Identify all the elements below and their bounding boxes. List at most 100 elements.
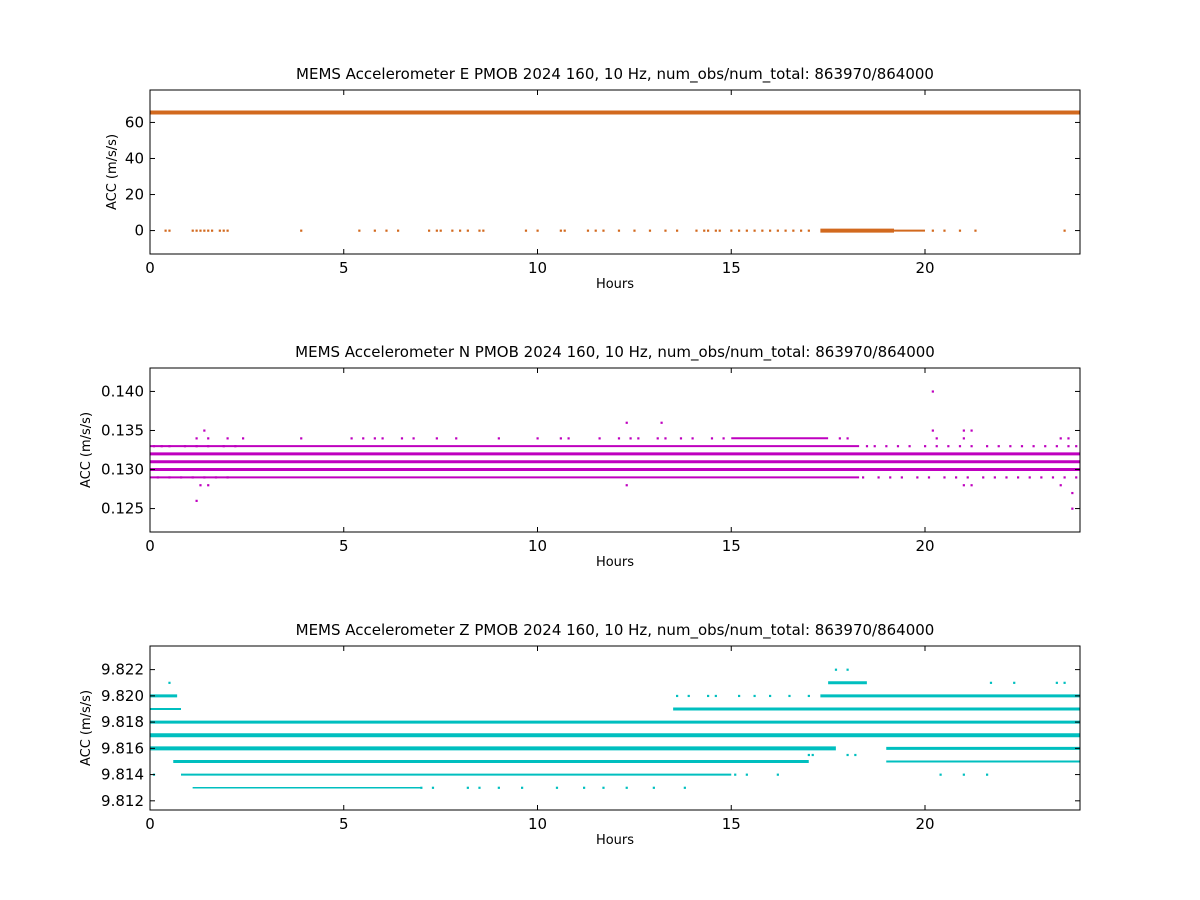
chart-title: MEMS Accelerometer N PMOB 2024 160, 10 H…: [295, 343, 935, 362]
data-point: [478, 229, 481, 232]
data-point: [439, 229, 442, 232]
x-tick-label: 15: [722, 259, 741, 277]
data-point: [877, 476, 880, 479]
data-point: [652, 786, 655, 789]
data-point: [986, 445, 989, 448]
chart-panel-2: 0 5 10 15 20 0.125 0.130 0.135 0.140 MEMS Acceler…: [79, 343, 1081, 570]
data-point: [745, 229, 748, 232]
series-2: [152, 390, 1078, 510]
x-tick-label: 5: [339, 815, 349, 833]
data-point: [536, 229, 539, 232]
data-point: [451, 229, 454, 232]
data-point: [656, 437, 659, 440]
data-point: [625, 421, 628, 424]
data-point: [1013, 681, 1016, 684]
data-point: [811, 753, 814, 757]
data-point: [242, 437, 245, 440]
data-point: [986, 773, 989, 776]
data-point: [431, 721, 435, 724]
data-point: [555, 786, 559, 789]
data-point: [1067, 437, 1070, 440]
data-point: [691, 437, 694, 440]
data-point: [958, 229, 962, 232]
x-tick-label: 15: [722, 537, 741, 555]
data-point: [807, 694, 810, 698]
data-point: [916, 476, 919, 479]
y-tick-label: 0.125: [101, 500, 144, 518]
data-point: [366, 721, 369, 724]
data-point: [846, 437, 849, 440]
data-point: [168, 681, 171, 684]
x-axis-label: Hours: [596, 555, 634, 570]
x-axis-label: Hours: [596, 833, 634, 848]
y-tick-label: 9.816: [101, 739, 144, 757]
data-point: [478, 786, 481, 789]
data-point: [962, 484, 965, 487]
x-tick-label: 15: [722, 815, 741, 833]
data-point: [947, 445, 950, 448]
data-point: [203, 429, 206, 432]
data-point: [970, 429, 973, 432]
data-point: [1044, 445, 1047, 448]
data-point: [1017, 476, 1020, 479]
axes-frame: [149, 367, 1081, 533]
data-point: [1063, 476, 1066, 479]
data-point: [738, 694, 741, 698]
data-point: [846, 753, 849, 757]
data-point: [1055, 445, 1058, 448]
x-tick-label: 10: [528, 259, 547, 277]
x-tick-label: 0: [145, 815, 155, 833]
data-point: [722, 437, 725, 440]
data-point: [1075, 445, 1078, 448]
data-point: [943, 229, 946, 232]
data-point: [412, 721, 415, 724]
data-point: [524, 229, 528, 232]
x-tick-label: 20: [915, 259, 934, 277]
chart-title: MEMS Accelerometer Z PMOB 2024 160, 10 H…: [296, 621, 935, 640]
data-point: [962, 429, 965, 432]
x-axis-label: Hours: [596, 277, 634, 292]
data-point: [226, 437, 229, 440]
chart-panel-3: 0 5 10 15 20 9.812 9.814 9.816 9.818 9.820 9.822 ME…: [79, 621, 1081, 848]
data-point: [207, 484, 210, 487]
data-point: [211, 229, 214, 232]
data-point: [1075, 476, 1078, 479]
data-point: [931, 229, 934, 232]
data-point: [1020, 445, 1024, 448]
data-point: [431, 786, 435, 789]
data-point: [807, 229, 810, 232]
data-point: [769, 694, 772, 698]
data-point: [214, 476, 218, 479]
data-point: [1005, 476, 1008, 479]
data-point: [207, 445, 210, 448]
data-point: [966, 476, 969, 479]
data-point: [602, 229, 605, 232]
data-point: [997, 445, 1000, 448]
data-point: [412, 437, 415, 440]
data-point: [970, 484, 973, 487]
x-tick-label: 20: [915, 537, 934, 555]
data-point: [1032, 445, 1035, 448]
data-point: [993, 476, 996, 479]
data-point: [195, 499, 198, 502]
data-point: [1063, 681, 1066, 684]
plot-area: [150, 390, 1080, 510]
data-point: [602, 786, 605, 789]
data-point: [784, 229, 787, 232]
data-point: [362, 437, 365, 440]
data-point: [567, 437, 570, 440]
data-point: [180, 476, 183, 479]
data-point: [1051, 476, 1055, 479]
data-point: [687, 694, 690, 698]
data-point: [738, 229, 741, 232]
data-point: [924, 445, 927, 448]
data-point: [695, 229, 698, 232]
data-point: [373, 229, 376, 232]
data-point: [300, 437, 303, 440]
data-point: [854, 753, 857, 757]
data-point: [800, 229, 803, 232]
data-point: [776, 229, 779, 232]
data-point: [207, 437, 210, 440]
data-point: [718, 229, 721, 232]
